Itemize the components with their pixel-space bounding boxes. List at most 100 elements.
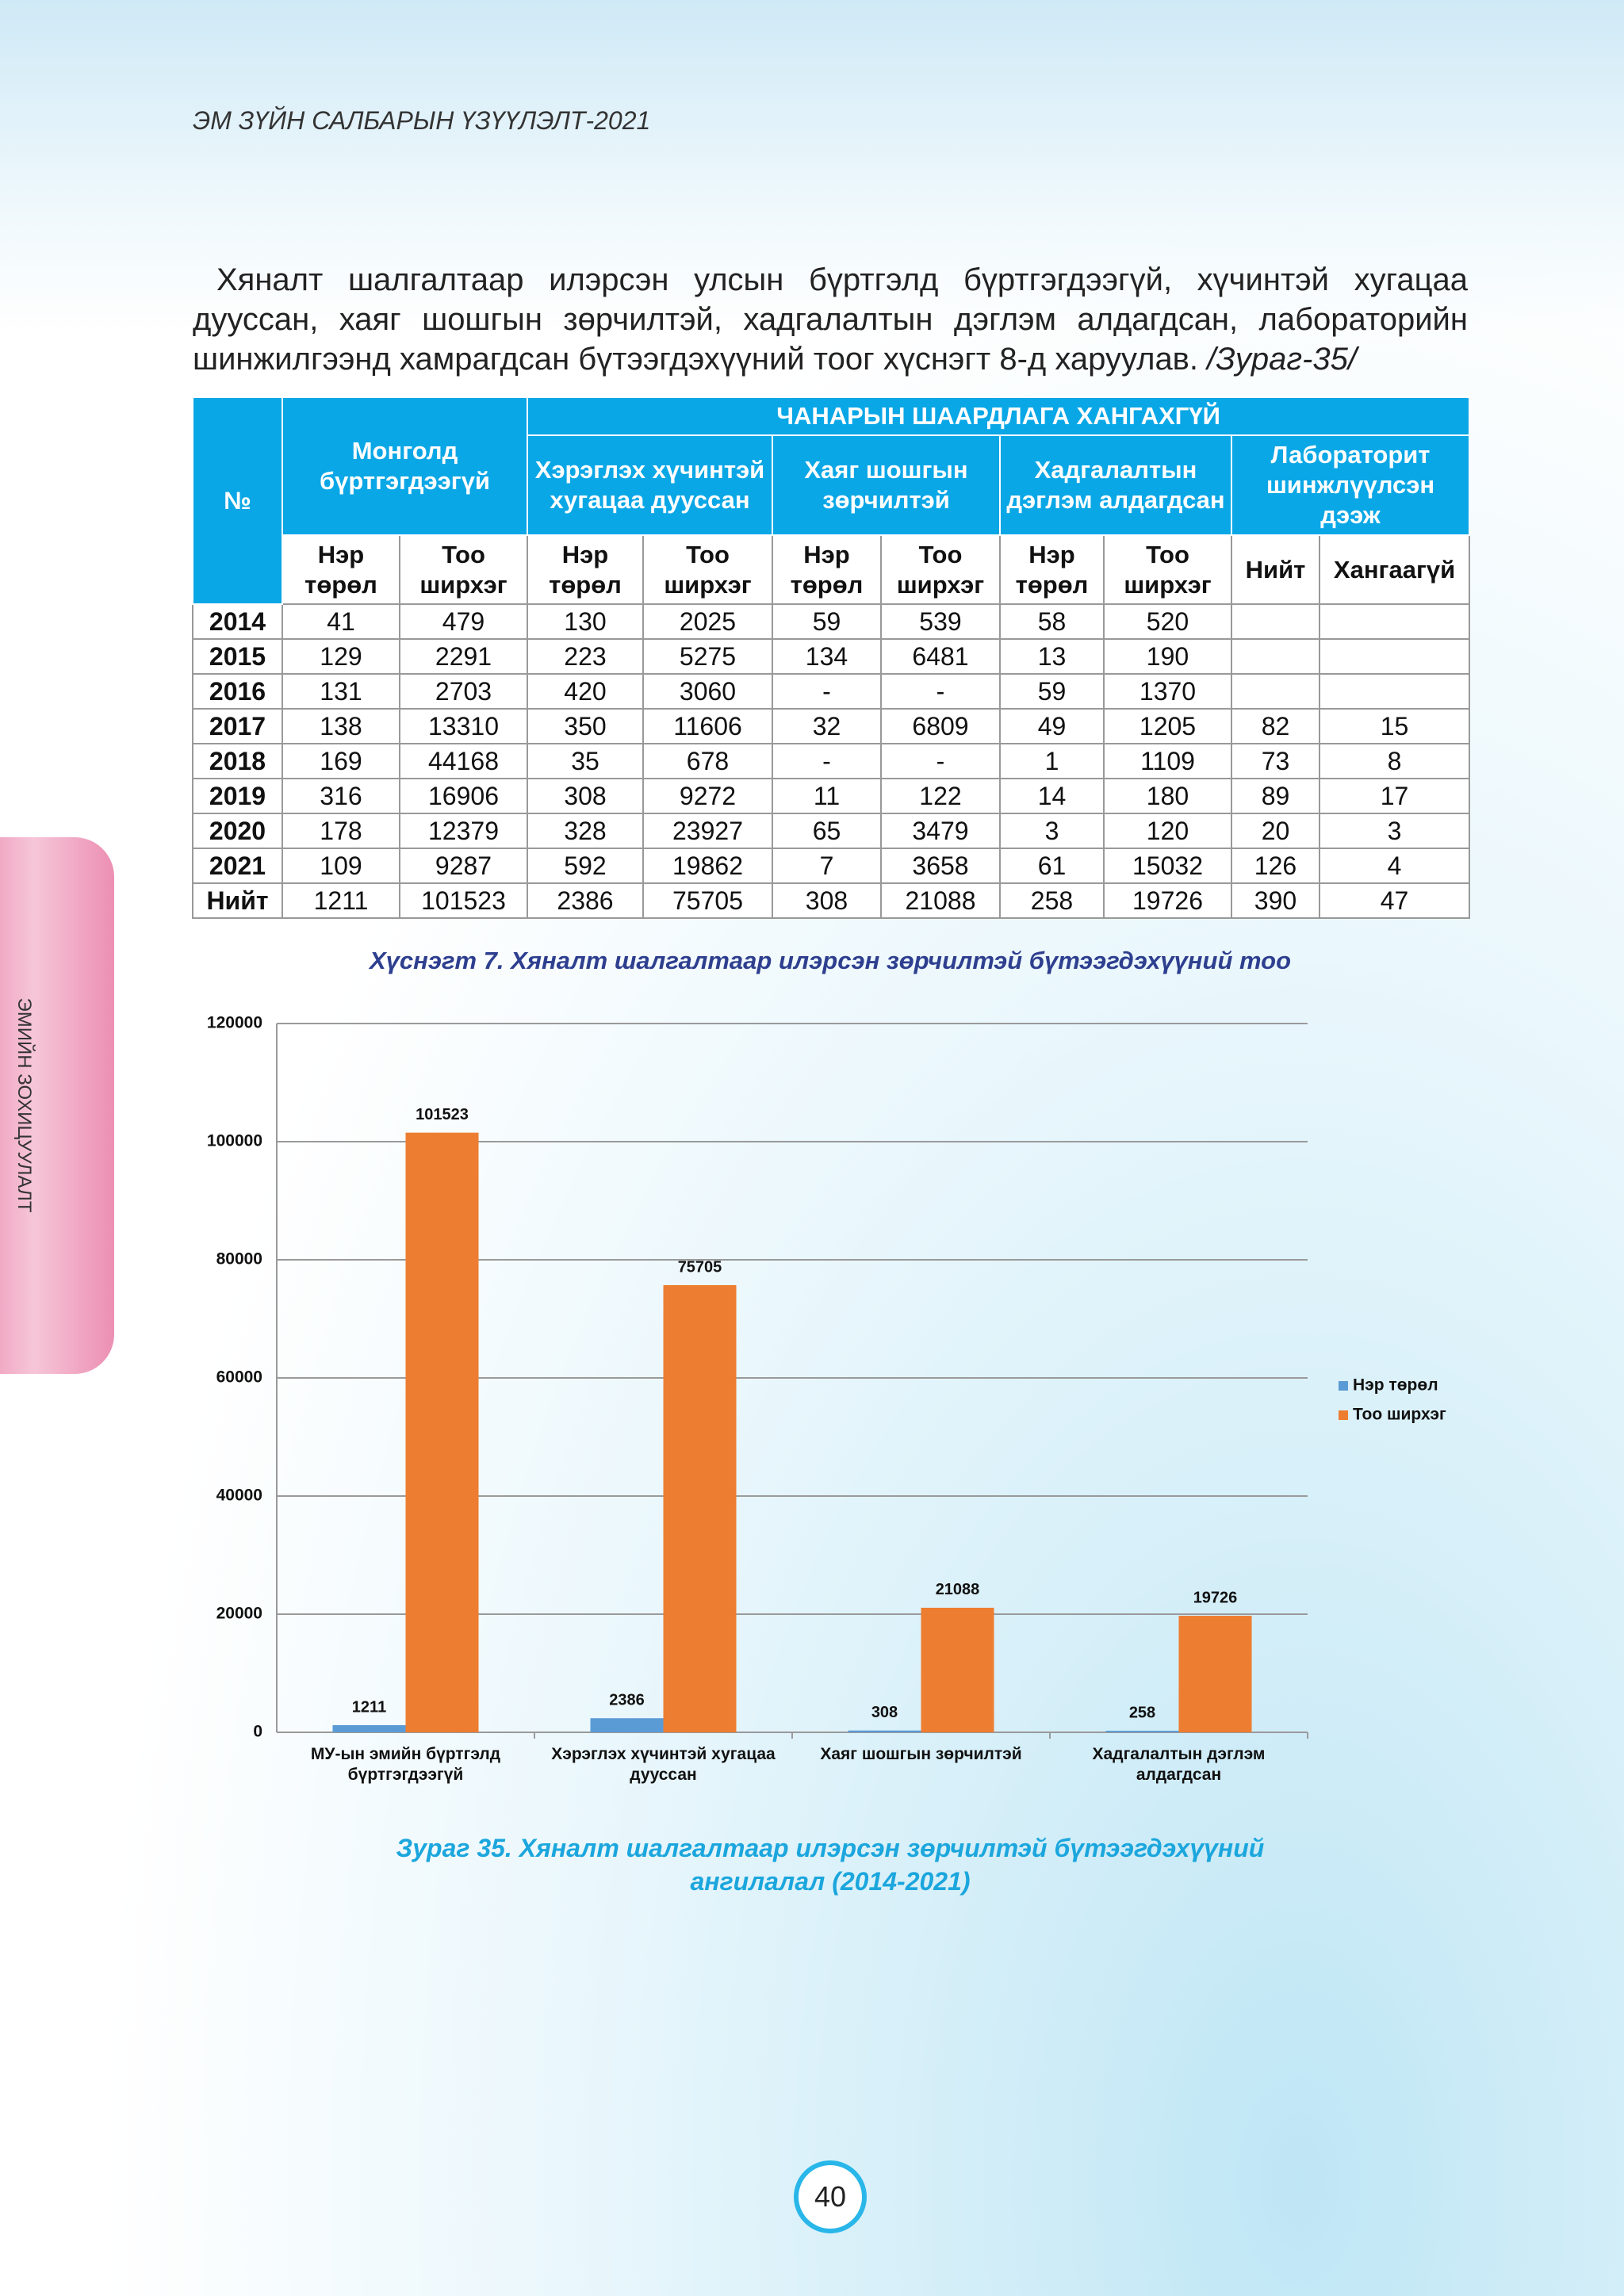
table-cell: 9272 (642, 778, 773, 814)
table-cell: 49 (999, 708, 1105, 744)
table-cell: 2386 (527, 882, 644, 919)
bar (590, 1718, 664, 1732)
table-row: 2014 41 479 130 2025 59 539 58 520 (192, 603, 1471, 640)
table-cell: 89 (1231, 778, 1320, 814)
table-cell: 308 (527, 778, 644, 814)
table-cell: 3 (999, 813, 1105, 849)
table-cell: 1370 (1103, 673, 1232, 710)
data-label: 1211 (352, 1698, 386, 1716)
subheader-cell: Нэр төрөл (772, 534, 882, 605)
table-cell: - (772, 673, 882, 710)
table-cell: 2703 (399, 673, 528, 710)
table-cell: 47 (1318, 882, 1471, 919)
table-cell: 120 (1103, 813, 1232, 849)
data-label: 19726 (1193, 1589, 1238, 1606)
table-cell: 592 (527, 848, 644, 884)
table-cell: 1211 (282, 882, 400, 919)
table-cell: 190 (1103, 638, 1232, 675)
table-row: 2015 129 2291 223 5275 134 6481 13 190 (192, 638, 1471, 675)
x-tick-label: Хаяг шошгын зөрчилтэй (820, 1745, 1022, 1763)
header-cell: Хаяг шошгын зөрчилтэй (772, 434, 1001, 536)
table-cell: 13 (999, 638, 1105, 675)
table-cell: 134 (772, 638, 882, 675)
table-cell: 479 (399, 603, 528, 640)
table-cell: - (772, 743, 882, 779)
table-cell: 390 (1231, 882, 1320, 919)
y-tick-label: 80000 (216, 1250, 262, 1269)
table-cell: 109 (282, 848, 400, 884)
table-cell: 58 (999, 603, 1105, 640)
table-cell: 2014 (192, 603, 283, 640)
header-cell: Монголд бүртгэгдээгүй (282, 396, 528, 536)
table-cell: 131 (282, 673, 400, 710)
header-row: Хэрэглэх хүчинтэй хугацаа дууссан Хаяг шо… (193, 434, 1471, 536)
table-cell: 4 (1318, 848, 1471, 884)
table-cell (1318, 673, 1471, 710)
table-cell: 2020 (192, 813, 283, 849)
table-row: 2020 178 12379 328 23927 65 3479 3 120 20 3 (192, 813, 1471, 849)
legend-label: Тоо ширхэг (1353, 1406, 1446, 1424)
table-cell: 17 (1318, 778, 1471, 814)
table-cell: 35 (527, 743, 644, 779)
table-cell: 2018 (192, 743, 283, 779)
running-header: ЭМ ЗҮЙН САЛБАРЫН ҮЗҮҮЛЭЛТ-2021 (193, 106, 651, 135)
header-row: Нэр төрөл Тоо ширхэг Нэр төрөл Тоо ширхэг Нэ… (193, 534, 1471, 605)
table-cell (1231, 638, 1320, 675)
table-row: 2018 169 44168 35 678- -1 1109 73 8 (192, 743, 1471, 779)
table-cell: 180 (1103, 778, 1232, 814)
table-cell (1318, 638, 1471, 675)
table-cell: 101523 (399, 882, 528, 919)
table-cell: 350 (527, 708, 644, 744)
subheader-cell: Нэр төрөл (527, 534, 644, 605)
header-cell: Хэрэглэх хүчинтэй хугацаа дууссан (527, 434, 773, 536)
table-cell: 2291 (399, 638, 528, 675)
table-row: 2019 316 16906 308 9272 11 122 14 180 89 17 (192, 778, 1471, 814)
table-cell: 41 (282, 603, 400, 640)
table-cell: 65 (772, 813, 882, 849)
data-label: 21088 (936, 1581, 980, 1598)
table-cell: 19726 (1103, 882, 1232, 919)
table-cell: 9287 (399, 848, 528, 884)
table-cell: 8 (1318, 743, 1471, 779)
table-cell: 316 (282, 778, 400, 814)
table-cell: 15032 (1103, 848, 1232, 884)
table-cell: Нийт (192, 882, 283, 919)
table-cell: 12379 (399, 813, 528, 849)
data-label: 308 (871, 1704, 898, 1721)
x-tick-label: МУ-ын эмийн бүртгэлд бүртгэгдээгүй (310, 1745, 501, 1784)
bar (663, 1284, 737, 1732)
table-cell: 6809 (880, 708, 1001, 744)
side-tab: ЭМИЙН ЗОХИЦУУЛАЛТ (0, 837, 114, 1374)
table-cell: 1109 (1103, 743, 1232, 779)
table-cell: 15 (1318, 708, 1471, 744)
bar (1178, 1616, 1252, 1732)
header-cell: Лабораторит шинжлүүлсэн дээж (1230, 434, 1471, 536)
table-cell: 2017 (192, 708, 283, 744)
background (0, 0, 1624, 333)
table-cell: 178 (282, 813, 400, 849)
data-label: 2386 (609, 1692, 645, 1709)
bar (1105, 1731, 1179, 1732)
data-label: 258 (1129, 1704, 1155, 1721)
table-cell: 59 (999, 673, 1105, 710)
table-cell: 3 (1318, 813, 1471, 849)
table-row: 2021 109 9287 592 19862 7 3658 61 15032 126 4 (192, 848, 1471, 884)
page-number: 40 (794, 2160, 867, 2233)
table-cell: 20 (1231, 813, 1320, 849)
table-cell (1318, 603, 1471, 640)
table-cell: 129 (282, 638, 400, 675)
table-cell: 130 (527, 603, 644, 640)
table-cell: - (880, 743, 1001, 779)
subheader-cell: Тоо ширхэг (399, 534, 528, 605)
paragraph-ref: /Зураг-35/ (1207, 342, 1357, 377)
header-cell: Хадгалалтын дэглэм алдагдсан (999, 434, 1232, 536)
table-cell: 7 (772, 848, 882, 884)
data-label: 101523 (416, 1106, 469, 1123)
table-row: 2017 138 13310 350 11606 32 6809 49 1205 82 15 (192, 708, 1471, 744)
y-tick-label: 20000 (216, 1605, 262, 1623)
table-cell: 59 (772, 603, 882, 640)
y-tick-label: 100000 (207, 1132, 262, 1150)
table-cell: 1205 (1103, 708, 1232, 744)
